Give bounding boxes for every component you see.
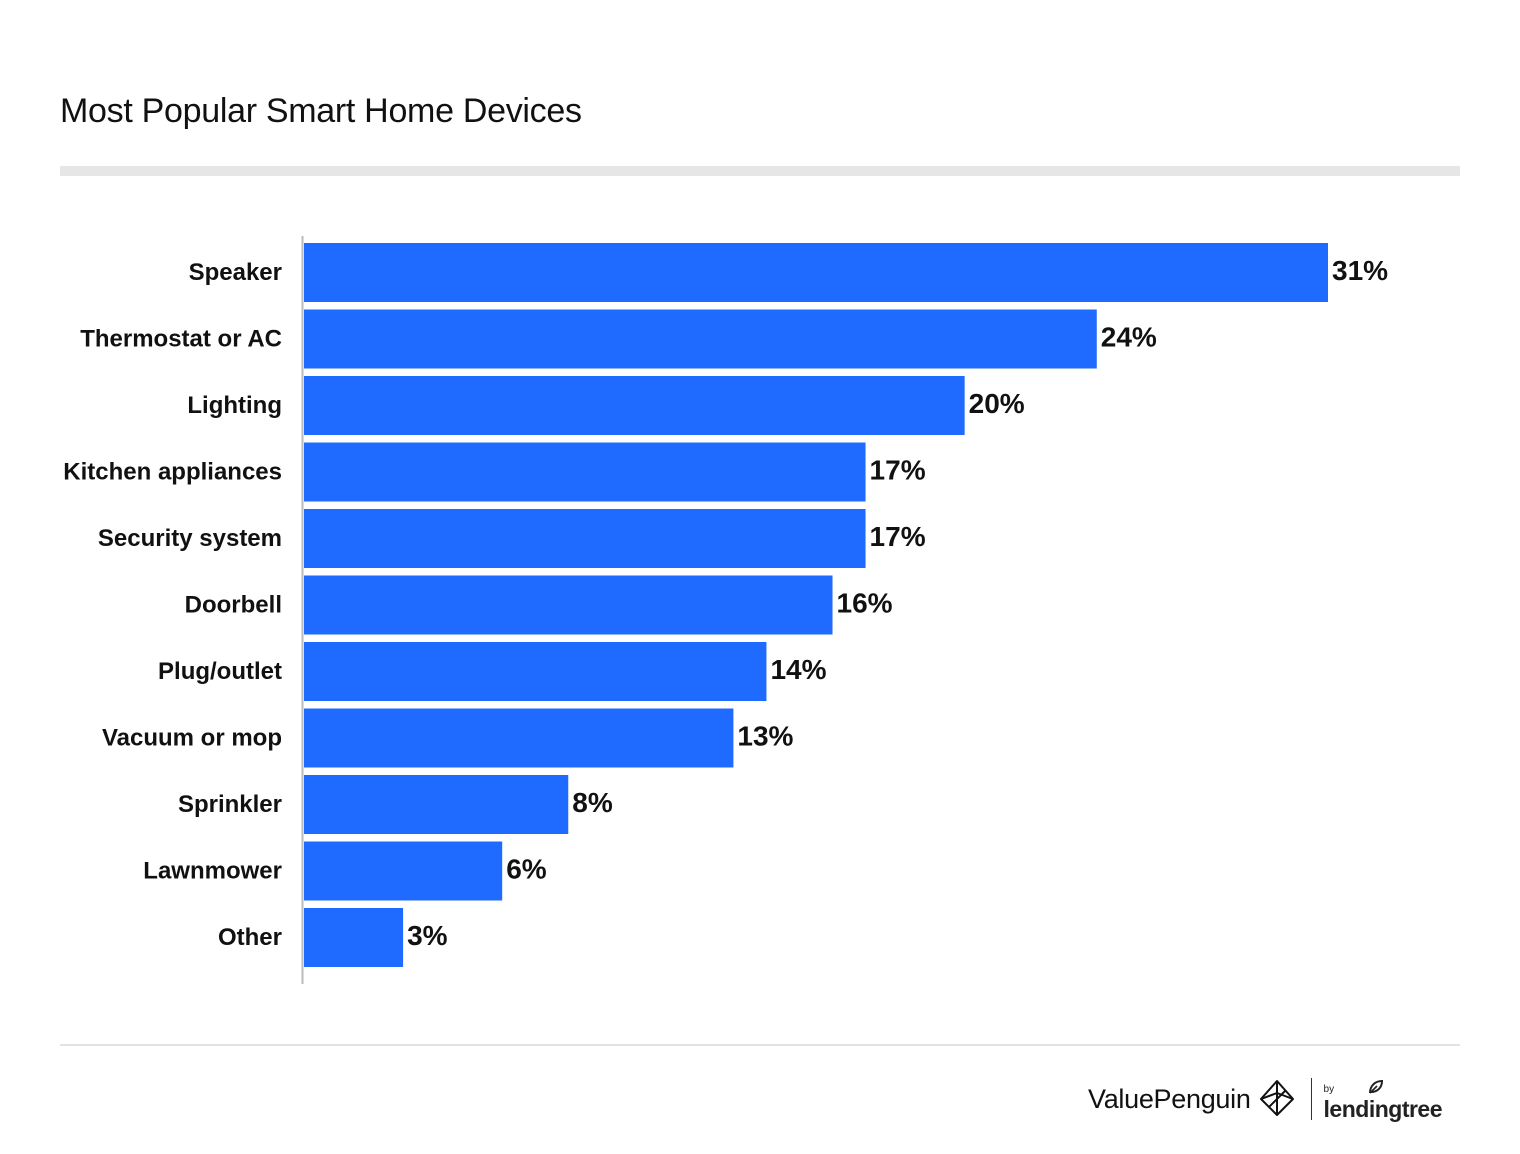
value-label: 8% xyxy=(572,787,613,818)
bar-speaker xyxy=(304,243,1328,302)
category-label: Vacuum or mop xyxy=(102,725,282,752)
footer-branding: ValuePenguin by lendingtree xyxy=(1088,1072,1443,1126)
value-labels: 31% 24% 20% 17% 17% 16% 14% 13% 8% 6% 3% xyxy=(407,255,1388,951)
by-text: by xyxy=(1323,1084,1335,1095)
bar-lawnmower xyxy=(304,841,503,901)
value-label: 31% xyxy=(1332,255,1388,286)
category-label: Plug/outlet xyxy=(158,658,282,685)
value-label: 3% xyxy=(407,920,448,951)
category-label: Other xyxy=(218,924,282,951)
bar-other xyxy=(304,908,404,967)
partner-name: lendingtree xyxy=(1323,1096,1443,1122)
value-label: 6% xyxy=(506,854,547,885)
value-label: 20% xyxy=(969,388,1025,419)
bar-lighting xyxy=(304,376,965,435)
category-label: Thermostat or AC xyxy=(80,326,282,353)
category-label: Lawnmower xyxy=(143,858,282,885)
category-label: Sprinkler xyxy=(178,791,282,818)
category-label: Lighting xyxy=(187,392,282,419)
title-divider xyxy=(60,166,1460,176)
category-label: Security system xyxy=(98,525,282,552)
partner-logo: by lendingtree xyxy=(1323,1077,1443,1122)
value-label: 14% xyxy=(770,654,826,685)
bar-security-system xyxy=(304,509,866,568)
leaf-icon xyxy=(1368,1079,1383,1094)
value-label: 24% xyxy=(1101,322,1157,353)
valuepenguin-logo-icon xyxy=(1259,1080,1294,1116)
bar-kitchen-appliances xyxy=(304,442,866,502)
bar-vacuum-or-mop xyxy=(304,708,734,768)
value-label: 17% xyxy=(870,521,926,552)
category-label: Speaker xyxy=(189,259,282,286)
bar-plug-outlet xyxy=(304,642,767,701)
brand-divider xyxy=(1310,1078,1312,1120)
category-labels: Speaker Thermostat or AC Lighting Kitchen a… xyxy=(63,259,282,951)
bars-group xyxy=(304,243,1328,967)
footer-divider xyxy=(60,1044,1460,1046)
bar-doorbell xyxy=(304,575,833,635)
bar-thermostat-or-ac xyxy=(304,309,1097,369)
brand-name: ValuePenguin xyxy=(1088,1083,1251,1114)
value-label: 13% xyxy=(737,721,793,752)
category-label: Doorbell xyxy=(185,592,282,619)
value-label: 17% xyxy=(870,455,926,486)
chart-title: Most Popular Smart Home Devices xyxy=(60,92,582,130)
value-label: 16% xyxy=(837,588,893,619)
category-label: Kitchen appliances xyxy=(63,459,282,486)
bar-sprinkler xyxy=(304,775,569,834)
